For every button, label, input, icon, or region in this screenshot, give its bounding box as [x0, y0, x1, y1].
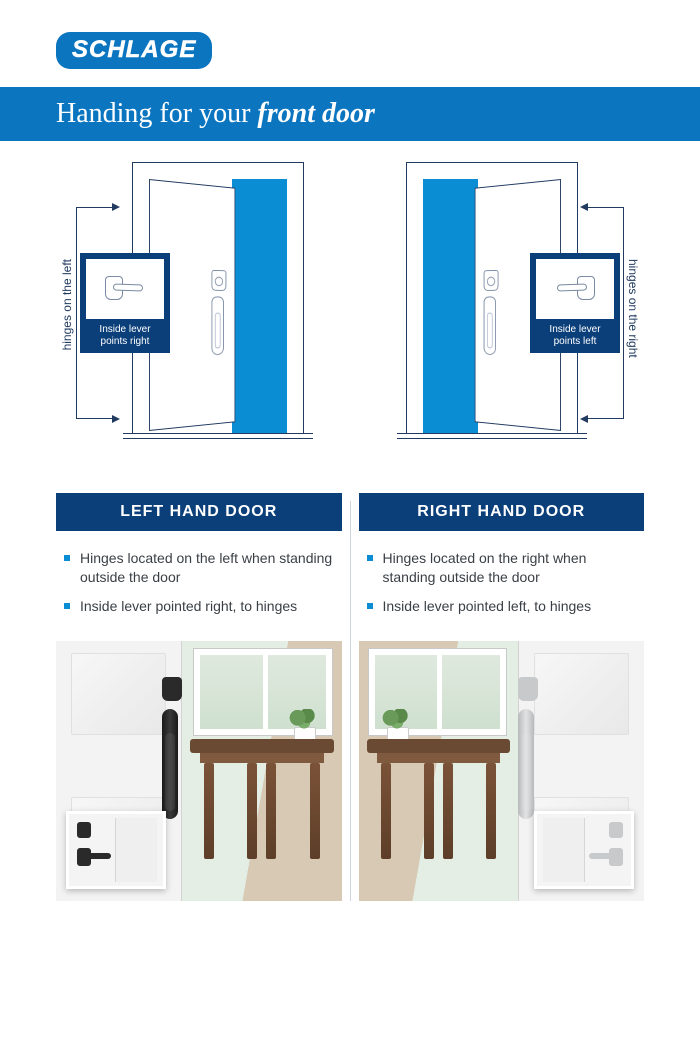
left-inset [66, 811, 166, 889]
right-column: RIGHT HAND DOOR Hinges located on the ri… [351, 493, 653, 901]
deadbolt-icon [77, 822, 91, 838]
right-photo [359, 641, 645, 901]
left-hinge-label: hinges on the left [60, 259, 74, 350]
lever-icon [609, 848, 623, 866]
brand-logo: SCHLAGE [56, 32, 212, 69]
title-prefix: Handing for your [56, 98, 257, 129]
lever-left-icon [553, 274, 597, 304]
left-bullets: Hinges located on the left when standing… [56, 549, 342, 635]
list-item: Inside lever pointed left, to hinges [365, 597, 639, 616]
lever-right-icon [103, 274, 147, 304]
list-item: Hinges located on the right when standin… [365, 549, 639, 587]
list-item: Inside lever pointed right, to hinges [62, 597, 336, 616]
columns: LEFT HAND DOOR Hinges located on the lef… [0, 481, 700, 901]
left-door-diagram: hinges on the left Inside lever [108, 163, 318, 453]
title-bar: Handing for your front door [0, 87, 700, 141]
title-emphasis: front door [257, 98, 374, 129]
right-lever-callout: Inside lever points left [530, 253, 620, 353]
right-col-header: RIGHT HAND DOOR [359, 493, 645, 531]
left-photo [56, 641, 342, 901]
deadbolt-icon [609, 822, 623, 838]
left-column: LEFT HAND DOOR Hinges located on the lef… [48, 493, 350, 901]
plant-icon [379, 711, 415, 741]
brand-name: SCHLAGE [72, 36, 196, 63]
right-door-diagram: hinges on the right Inside lever [382, 163, 592, 453]
table-icon [190, 739, 334, 859]
list-item: Hinges located on the left when standing… [62, 549, 336, 587]
left-col-header: LEFT HAND DOOR [56, 493, 342, 531]
right-hinge-label: hinges on the right [626, 259, 640, 358]
left-lever-callout: Inside lever points right [80, 253, 170, 353]
left-handleset-icon [212, 270, 227, 355]
right-callout-l2: points left [554, 336, 597, 347]
logo-area: SCHLAGE [0, 0, 700, 87]
right-bullets: Hinges located on the right when standin… [359, 549, 645, 635]
left-callout-l2: points right [101, 336, 150, 347]
right-inset [534, 811, 634, 889]
right-callout-l1: Inside lever [549, 324, 600, 335]
left-handleset-photo [162, 677, 182, 819]
right-handleset-icon [484, 270, 499, 355]
table-icon [367, 739, 511, 859]
diagram-area: hinges on the left Inside lever [0, 141, 700, 481]
lever-icon [77, 848, 91, 866]
right-handleset-photo [518, 677, 538, 819]
plant-icon [286, 711, 322, 741]
left-callout-l1: Inside lever [99, 324, 150, 335]
